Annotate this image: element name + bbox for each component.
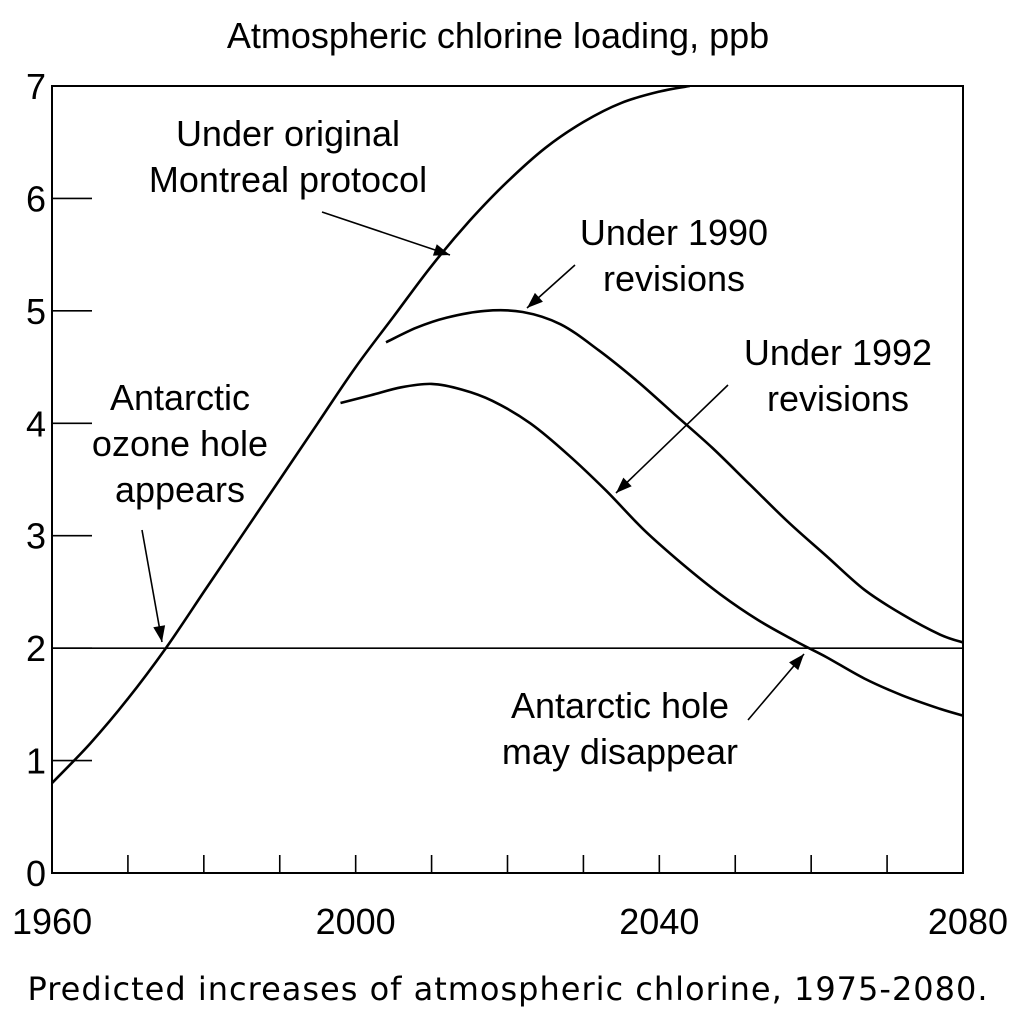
annotation-appears-line-2: ozone hole	[92, 423, 268, 464]
arrow-appears-head	[153, 625, 166, 642]
y-tick-label-4: 4	[26, 403, 46, 444]
chart-title: Atmospheric chlorine loading, ppb	[227, 15, 769, 56]
arrow-disappear-head	[789, 654, 804, 671]
y-tick-label-5: 5	[26, 291, 46, 332]
y-tick-label-1: 1	[26, 741, 46, 782]
arrow-rev1992-head	[616, 477, 632, 493]
annotation-rev1992-line-2: revisions	[767, 378, 909, 419]
arrow-rev1992-shaft	[615, 384, 729, 494]
x-tick-label-2080: 2080	[928, 901, 1008, 942]
x-tick-label-2040: 2040	[619, 901, 699, 942]
x-tick-label-1960: 1960	[12, 901, 92, 942]
annotation-original-line-2: Montreal protocol	[149, 159, 427, 200]
y-tick-label-6: 6	[26, 178, 46, 219]
arrow-rev1990-head	[527, 292, 543, 308]
arrow-original-head	[432, 244, 450, 256]
y-tick-label-2: 2	[26, 628, 46, 669]
annotation-original-line-1: Under original	[176, 113, 400, 154]
x-tick-label-2000: 2000	[316, 901, 396, 942]
arrow-appears-shaft	[141, 529, 163, 643]
y-tick-label-0: 0	[26, 853, 46, 894]
annotation-rev1990-line-1: Under 1990	[580, 212, 768, 253]
annotation-disappear-line-2: may disappear	[502, 731, 738, 772]
annotation-disappear-line-1: Antarctic hole	[511, 685, 729, 726]
annotation-appears-line-3: appears	[115, 469, 245, 510]
series-line-rev1990	[385, 308, 963, 644]
annotation-rev1992-line-1: Under 1992	[744, 332, 932, 373]
y-tick-label-3: 3	[26, 516, 46, 557]
series-line-original	[52, 86, 690, 784]
series-line-rev1992	[340, 382, 963, 717]
arrow-original-shaft	[321, 211, 451, 256]
plot-area: 0 1 2 3 4 5 6 7 1960 2000 2040 2080 Under original Mo…	[12, 66, 1008, 942]
chart-caption: Predicted increases of atmospheric chlor…	[27, 970, 988, 1008]
annotation-appears-line-1: Antarctic	[110, 377, 250, 418]
y-tick-label-7: 7	[26, 66, 46, 107]
annotation-rev1990-line-2: revisions	[603, 258, 745, 299]
